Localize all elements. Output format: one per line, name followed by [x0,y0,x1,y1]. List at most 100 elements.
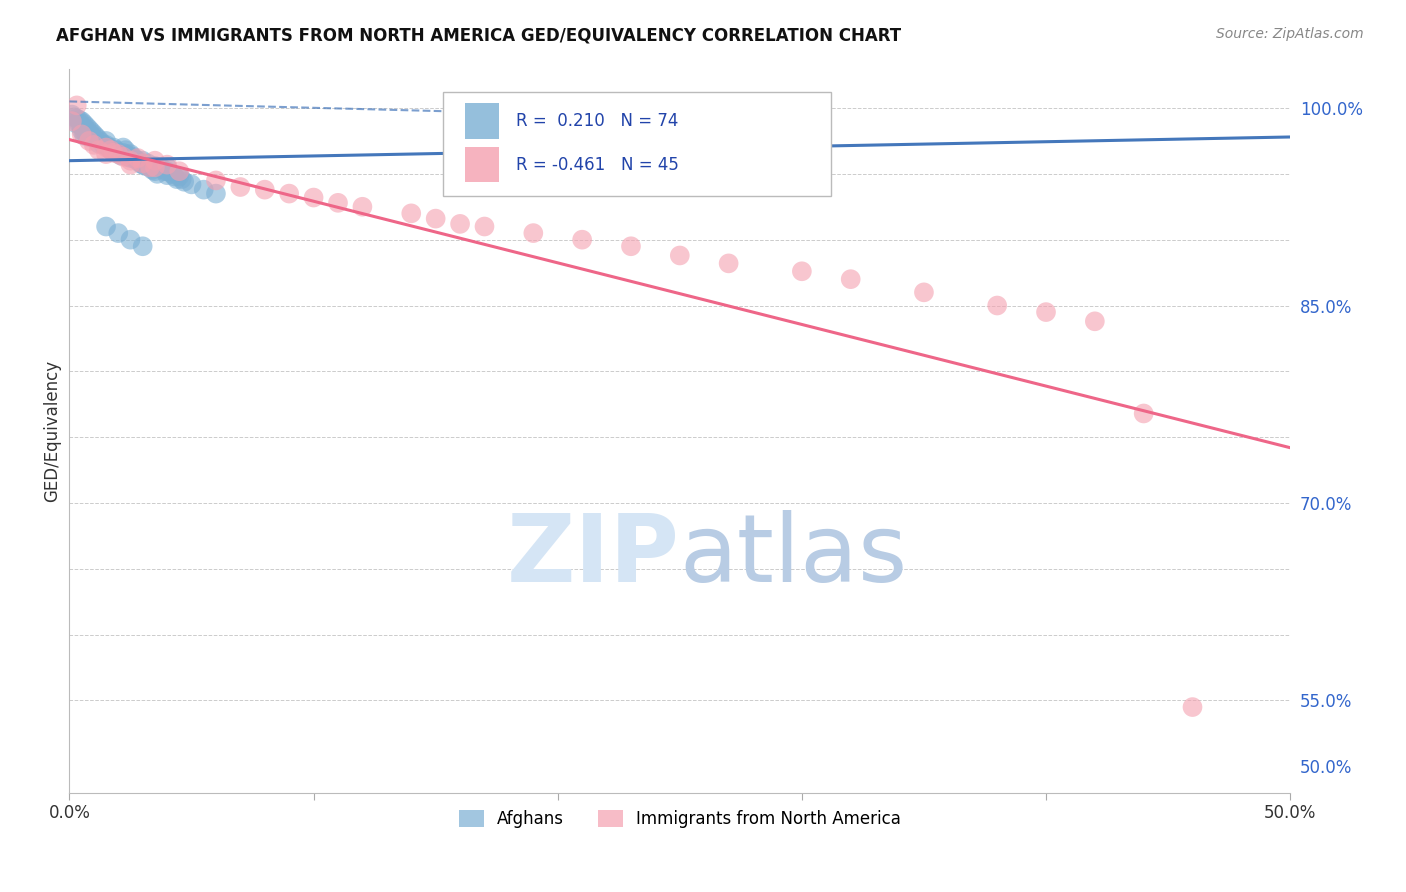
Point [70,128,93,142]
Point [103,140,125,154]
Point [104,143,127,157]
Point [73,125,96,139]
Point [87,136,110,151]
Point [163,169,186,184]
Point [127,153,149,168]
Point [60,114,83,128]
Point [94,137,117,152]
Point [60,107,83,121]
Point [76,120,98,134]
Point [117,150,139,164]
Point [326,195,349,210]
Point [229,180,252,194]
Point [114,143,136,157]
Point [66,112,89,126]
Point [153,164,176,178]
Point [571,233,593,247]
Point [84,130,107,145]
FancyBboxPatch shape [465,103,499,139]
Point [146,167,169,181]
Point [110,148,132,162]
Point [449,217,471,231]
Point [94,134,117,148]
Point [160,167,183,181]
Point [352,200,374,214]
Point [120,158,142,172]
Point [83,128,105,142]
Point [66,117,89,131]
Text: Source: ZipAtlas.com: Source: ZipAtlas.com [1216,27,1364,41]
Point [912,285,935,300]
Point [143,159,166,173]
Point [76,123,98,137]
Point [173,175,195,189]
Point [131,156,153,170]
Point [425,211,447,226]
Point [166,172,188,186]
Point [90,135,112,149]
FancyBboxPatch shape [443,92,831,196]
Point [150,161,173,176]
Point [1132,407,1154,421]
Point [193,183,215,197]
Point [87,133,110,147]
Point [112,150,135,164]
Point [139,161,162,175]
Point [669,248,692,262]
Point [522,226,544,240]
Point [986,298,1008,312]
Point [100,143,122,157]
Point [73,120,96,135]
Point [1035,305,1057,319]
Point [1084,314,1107,328]
Point [70,120,93,134]
Point [67,112,90,127]
Legend: Afghans, Immigrants from North America: Afghans, Immigrants from North America [453,804,907,835]
Point [120,147,142,161]
Point [93,137,115,152]
Point [66,98,89,112]
Point [180,178,202,192]
Point [122,150,145,164]
Point [97,140,120,154]
Y-axis label: GED/Equivalency: GED/Equivalency [44,359,60,501]
Point [790,264,813,278]
Point [156,164,179,178]
Point [103,145,125,160]
Point [77,126,100,140]
Point [83,131,105,145]
Point [139,161,162,175]
Point [87,143,110,157]
Point [205,173,228,187]
Point [131,158,153,172]
Point [143,164,166,178]
Point [80,125,103,139]
Point [134,159,156,173]
Point [107,145,129,160]
Point [94,147,117,161]
Point [127,151,149,165]
Point [112,145,135,160]
Point [73,117,96,131]
Point [302,190,325,204]
Point [131,239,153,253]
Point [94,219,117,234]
FancyBboxPatch shape [465,147,499,182]
Point [141,162,163,177]
Point [129,156,152,170]
Point [136,156,159,170]
Point [73,128,96,143]
Point [83,137,105,152]
Point [112,140,135,154]
Point [120,151,142,165]
Point [278,186,301,201]
Point [143,161,166,175]
Point [169,164,191,178]
Point [77,134,100,148]
Point [70,123,93,137]
Point [156,158,179,172]
Text: atlas: atlas [681,509,908,602]
Point [100,143,122,157]
Point [80,128,103,143]
Point [169,169,191,184]
